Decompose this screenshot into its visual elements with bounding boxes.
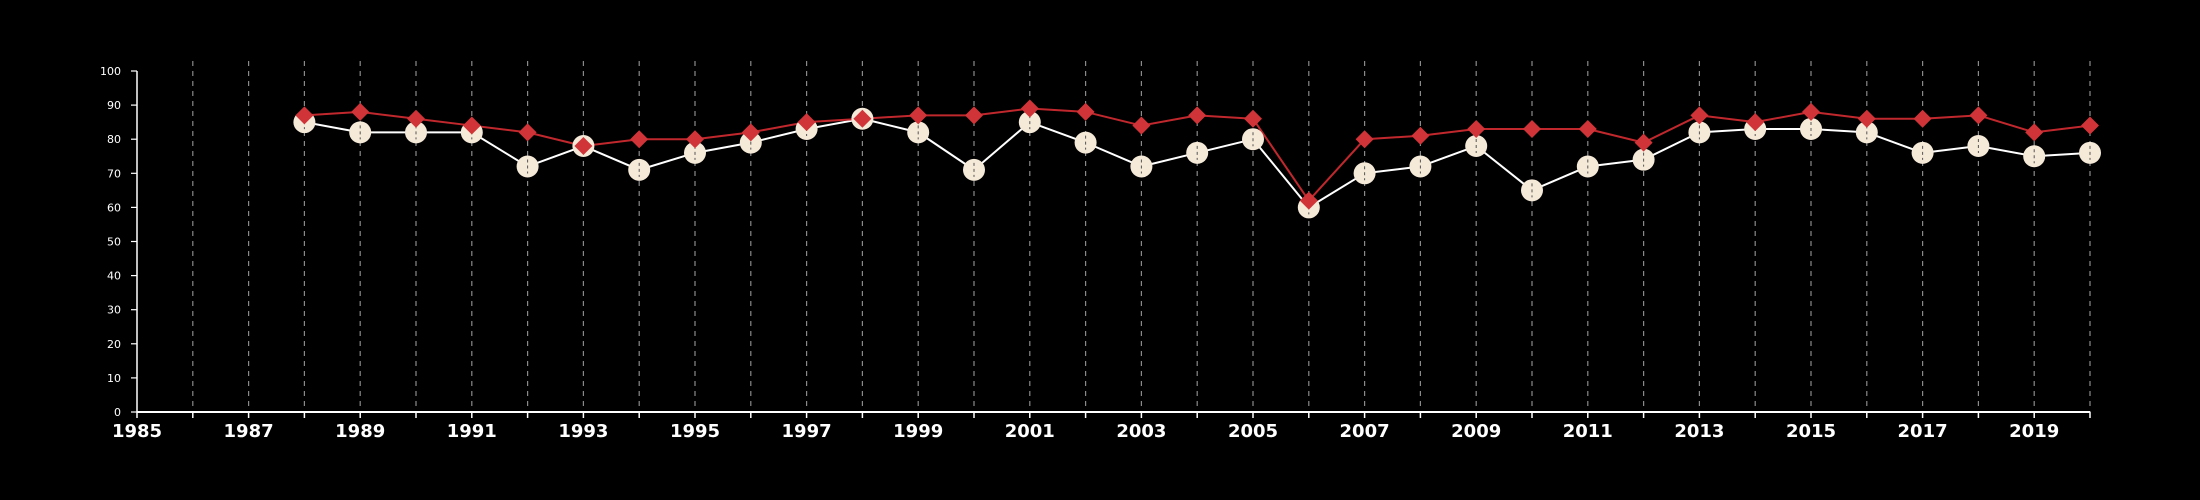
series-1-point-2004 [1188,106,1207,125]
y-tick-label-50: 50 [107,236,121,249]
x-tick-label-1987: 1987 [224,421,274,442]
series-1-point-1993 [574,137,593,156]
y-tick-label-60: 60 [107,201,121,214]
y-tick-label-80: 80 [107,133,121,146]
x-tick-label-1989: 1989 [335,421,385,442]
grid-layer [192,61,2091,412]
x-tick-label-1997: 1997 [782,421,832,442]
series-1-point-2009 [1467,119,1486,138]
axes-layer [131,70,2091,418]
series-1-point-2012 [1634,133,1653,152]
series-1-point-1992 [518,123,537,142]
series-1-point-2007 [1355,130,1374,149]
x-tick-label-2013: 2013 [1674,421,1724,442]
y-tick-label-40: 40 [107,270,121,283]
series-1-point-2017 [1913,109,1932,128]
series-1-point-2018 [1969,106,1988,125]
series-1-point-1990 [407,109,425,128]
y-tick-label-70: 70 [107,167,121,180]
x-tick-label-2019: 2019 [2009,421,2059,442]
labels-layer: 0 10 20 30 40 50 60 70 80 90 100 1985 1987 1989 1991 19… [100,65,2059,442]
series-layer [293,99,2101,219]
series-1-point-2013 [1690,106,1709,125]
x-tick-label-1999: 1999 [893,421,943,442]
series-1-point-2000 [965,106,983,125]
y-tick-label-90: 90 [107,99,121,112]
series-1-point-1998 [853,109,872,128]
x-tick-label-2009: 2009 [1451,421,1501,442]
x-tick-label-2017: 2017 [1898,421,1948,442]
series-1-point-2006 [1299,191,1318,210]
series-1-point-2005 [1244,109,1262,128]
series-1-point-1994 [630,130,649,149]
series-1-point-1988 [295,106,314,125]
x-tick-label-1991: 1991 [447,421,497,442]
x-tick-label-2007: 2007 [1340,421,1390,442]
series-1-point-2002 [1076,102,1095,121]
series-1-point-2016 [1857,109,1876,128]
series-1-point-2019 [2025,123,2044,142]
series-1-point-2003 [1132,116,1151,135]
y-tick-label-10: 10 [107,372,121,385]
series-1-point-1991 [462,116,481,135]
series-1-point-1995 [686,130,704,149]
series-1-point-2008 [1411,126,1430,145]
x-tick-label-2011: 2011 [1563,421,1613,442]
series-1-point-2001 [1020,99,1039,118]
x-tick-label-1985: 1985 [112,421,162,442]
x-tick-label-2005: 2005 [1228,421,1278,442]
x-tick-label-1995: 1995 [670,421,720,442]
series-1-point-1989 [351,102,370,121]
y-tick-label-30: 30 [107,304,121,317]
series-1-point-2010 [1523,119,1541,138]
y-tick-label-20: 20 [107,338,121,351]
x-tick-label-2003: 2003 [1116,421,1166,442]
x-tick-label-1993: 1993 [558,421,608,442]
series-1-point-2020 [2081,116,2099,135]
series-1-point-2011 [1578,119,1597,138]
y-tick-label-100: 100 [100,65,121,78]
x-tick-label-2015: 2015 [1786,421,1836,442]
series-1-point-2014 [1746,113,1765,132]
series-1-point-1997 [797,113,816,132]
series-1-point-1999 [909,106,928,125]
series-1-point-2015 [1802,102,1820,121]
x-tick-label-2001: 2001 [1005,421,1055,442]
y-tick-label-0: 0 [114,406,121,419]
series-1-point-1996 [741,123,760,142]
